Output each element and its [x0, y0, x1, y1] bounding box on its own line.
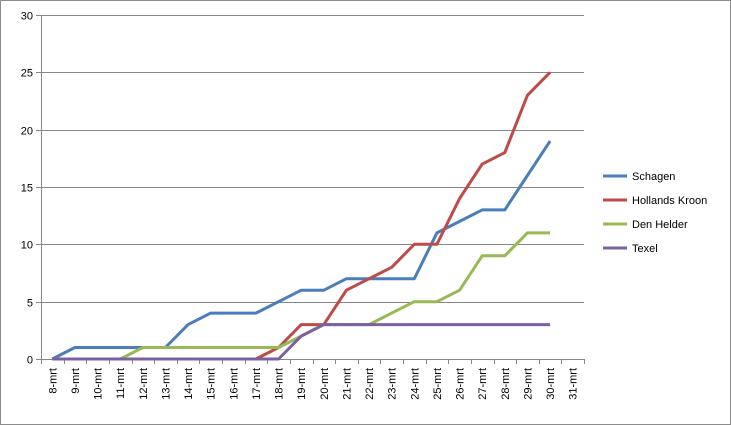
y-axis-tick-labels: 0 5 10 15 20 25 30 — [21, 11, 33, 367]
x-tick-label: 26-mrt — [455, 368, 467, 400]
x-tick-label: 15-mrt — [206, 368, 218, 400]
legend-label-texel: Texel — [632, 243, 658, 255]
x-tick-label: 31-mrt — [568, 368, 580, 400]
y-tick-label: 15 — [21, 183, 33, 195]
series-line-texel — [52, 323, 551, 361]
x-tick-label: 10-mrt — [93, 368, 105, 400]
x-tick-label: 22-mrt — [364, 368, 376, 400]
x-tick-label: 21-mrt — [341, 368, 353, 400]
x-tick-label: 14-mrt — [183, 368, 195, 400]
legend-label-hollands-kroon: Hollands Kroon — [632, 195, 707, 207]
gridlines — [41, 15, 584, 303]
y-tick-label: 30 — [21, 11, 33, 23]
x-tick-label: 30-mrt — [545, 368, 557, 400]
series-lines — [51, 71, 552, 361]
x-axis-tick-labels: 8-mrt 9-mrt 10-mrt 11-mrt 12-mrt 13-mrt 14-mrt… — [47, 368, 579, 400]
y-tick-label: 25 — [21, 68, 33, 80]
x-tick-label: 11-mrt — [115, 368, 127, 399]
x-tick-label: 18-mrt — [274, 368, 286, 400]
x-tick-label: 28-mrt — [500, 368, 512, 400]
x-tick-label: 13-mrt — [160, 368, 172, 400]
y-tick-label: 0 — [27, 355, 33, 367]
series-line-schagen — [51, 140, 552, 361]
x-tick-label: 29-mrt — [522, 368, 534, 400]
x-tick-label: 23-mrt — [387, 368, 399, 400]
y-tick-label: 20 — [21, 126, 33, 138]
x-tick-label: 19-mrt — [296, 368, 308, 400]
x-tick-label: 17-mrt — [251, 368, 263, 400]
legend-label-den-helder: Den Helder — [632, 219, 688, 231]
x-tick-label: 9-mrt — [70, 368, 82, 394]
x-tick-label: 16-mrt — [228, 368, 240, 400]
x-tick-label: 24-mrt — [409, 368, 421, 400]
legend: Schagen Hollands Kroon Den Helder Texel — [603, 171, 707, 255]
x-tick-label: 27-mrt — [477, 368, 489, 400]
legend-label-schagen: Schagen — [632, 171, 675, 183]
y-tick-label: 5 — [27, 298, 33, 310]
axes — [36, 15, 585, 364]
series-line-hollands-kroon — [52, 71, 552, 361]
x-tick-label: 20-mrt — [319, 368, 331, 400]
series-line-den-helder — [52, 231, 551, 361]
y-tick-label: 10 — [21, 240, 33, 252]
x-tick-label: 8-mrt — [47, 368, 59, 394]
x-tick-label: 12-mrt — [138, 368, 150, 400]
x-tick-label: 25-mrt — [432, 368, 444, 400]
